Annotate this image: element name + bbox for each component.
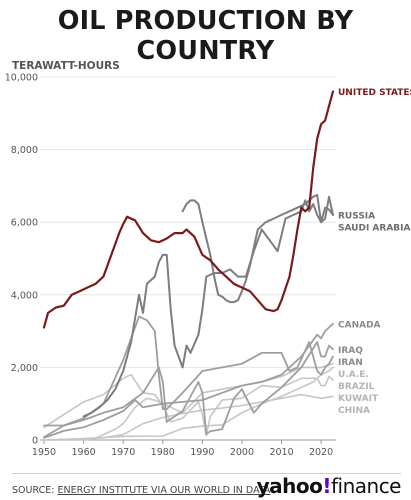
y-tick-label: 6,000 [11,218,38,229]
source-note: SOURCE: ENERGY INSTITUTE VIA OUR WORLD I… [12,485,270,496]
y-tick-label: 0 [32,436,38,447]
series-end-label-united-states: UNITED STATES [338,88,411,98]
series-end-label-russia: RUSSIA [338,211,375,221]
series-line-saudi-arabia [82,195,334,418]
series-line-u-a-e [43,363,334,441]
series-line-united-states [42,90,335,329]
logo-mark: ! [322,474,331,498]
chart-title: OIL PRODUCTION BY COUNTRY [57,6,354,66]
series-end-label-brazil: BRAZIL [338,382,375,392]
footer-divider [12,473,401,474]
x-tick-label: 2010 [269,447,293,458]
logo-word: yahoo [256,474,323,498]
series-line-canada [43,322,334,439]
y-tick-label: 4,000 [11,290,38,301]
series-line-iraq [43,341,334,438]
logo-suffix: finance [330,474,402,498]
x-tick-label: 1980 [151,447,175,458]
series-end-label-iraq: IRAQ [338,346,363,356]
series-end-label-china: CHINA [338,406,370,416]
x-tick-label: 1950 [32,447,56,458]
x-tick-label: 1960 [71,447,95,458]
series-end-label-saudi-arabia: SAUDI ARABIA [338,223,411,233]
yahoo-finance-logo: yahoo!finance [256,474,402,498]
y-tick-label: 2,000 [11,363,38,374]
y-tick-label: 10,000 [5,73,38,84]
series-line-iran [43,315,334,427]
series-line-russia [181,194,334,304]
x-tick-label: 2020 [309,447,333,458]
series-end-label-iran: IRAN [338,358,363,368]
line-chart: 0 2,000 4,000 6,000 8,000 10,000 1950 1960 1970 1… [5,73,411,459]
x-tick-label: 1970 [111,447,135,458]
series-end-label-u-a-e: U.A.E. [338,370,369,380]
source-prefix: SOURCE: [12,485,55,496]
series-end-label-canada: CANADA [338,320,381,330]
y-tick-label: 8,000 [11,145,38,156]
y-unit-label: TERAWATT-HOURS [12,60,120,72]
series-line-kuwait [43,373,334,437]
x-tick-label: 1990 [190,447,214,458]
source-link[interactable]: ENERGY INSTITUTE VIA OUR WORLD IN DATA [57,485,271,496]
x-tick-label: 2000 [230,447,254,458]
series-end-label-kuwait: KUWAIT [338,394,379,404]
